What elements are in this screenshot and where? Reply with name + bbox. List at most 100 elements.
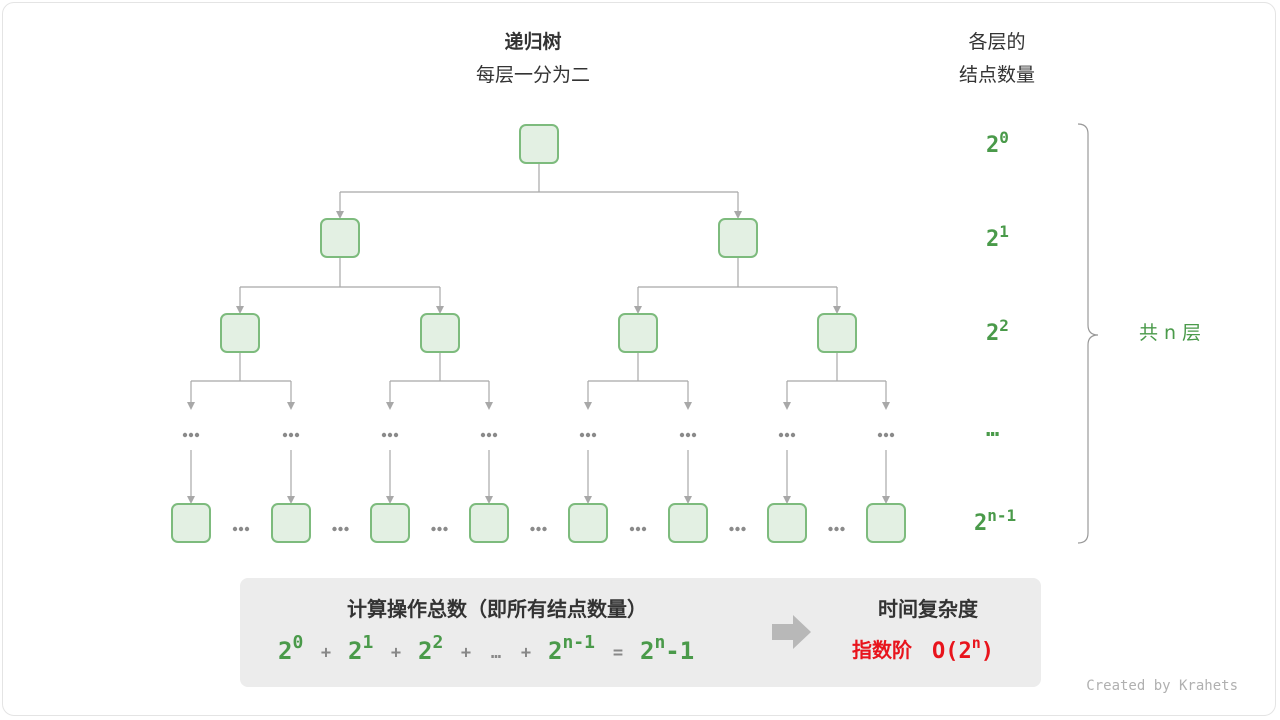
level-count: … [986,417,999,442]
tree-node [171,503,211,543]
tree-node [420,313,460,353]
term-exp: n-1 [562,632,595,653]
term-exp: 0 [292,632,303,653]
tree-node [469,503,509,543]
arrow-right-icon [772,615,811,649]
ellipsis-dot [883,432,889,438]
credit: Created by Krahets [1086,678,1238,694]
summary-panel [240,578,1041,687]
ellipsis-dot [238,526,244,532]
arrowhead-icon [386,402,394,410]
result-heading: 时间复杂度 [878,597,979,621]
big-o-notation: O(2n) [932,634,994,664]
arrowhead-icon [634,306,642,314]
ellipsis-dot [188,432,194,438]
formula-operator: = [613,643,623,663]
arrowhead-icon [287,496,295,504]
tree-node [668,503,708,543]
level-count: 22 [986,316,1009,346]
big-o-suffix: ) [981,639,994,664]
formula-operator: + [321,643,331,663]
arrowhead-icon [684,496,692,504]
ellipsis-dot [344,526,349,532]
big-o-prefix: O(2 [932,639,972,664]
formula-operator: … [491,643,501,663]
arrowhead-icon [187,496,195,504]
right-header-line1: 各层的 [968,31,1025,53]
arrowhead-icon [584,496,592,504]
tree-node [370,503,410,543]
level-count-exp: 2 [999,316,1009,335]
term-exp: n [654,632,665,653]
layer-brace [1077,123,1099,544]
edge-line [638,257,837,288]
ellipsis-dot [282,432,288,438]
arrowhead-icon [734,211,742,219]
ellipsis-dot [530,526,535,532]
ellipsis-dot [579,432,585,438]
ellipsis-dot [431,526,436,532]
ellipsis-dot [784,432,790,438]
ellipsis-dot [244,526,250,532]
arrowhead-icon [783,402,791,410]
level-count: 20 [986,128,1009,158]
term-base: 2 [548,637,562,665]
tree-node [866,503,906,543]
ellipsis-dot [889,432,895,438]
ellipsis-dot [542,526,547,532]
level-count: 21 [986,222,1009,252]
tree-node [568,503,608,543]
edge-line [191,352,291,382]
arrowhead-icon [684,402,692,410]
ellipsis-dot [840,526,845,532]
ellipsis-dot [294,432,300,438]
ellipsis-dot [635,526,641,532]
ellipsis-dot [486,432,492,438]
ellipsis-dot [877,432,883,438]
tree-node [320,218,360,258]
level-count-base: 2 [974,511,987,536]
big-o-exp: n [972,634,981,652]
ellipsis-dot [790,432,796,438]
ellipsis-dot [691,432,697,438]
formula-term: 21 [348,632,373,665]
term-suffix: -1 [665,637,694,665]
formula-operator: + [521,643,531,663]
arrowhead-icon [882,402,890,410]
level-count: 2n-1 [974,506,1016,536]
level-count-exp: n-1 [987,506,1016,525]
tree-node [817,313,857,353]
arrowhead-icon [485,496,493,504]
term-exp: 2 [432,632,443,653]
summary-heading: 计算操作总数（即所有结点数量） [347,597,647,621]
ellipsis-dot [194,432,200,438]
ellipsis-dot [685,432,691,438]
arrowhead-icon [386,496,394,504]
edge-line [340,163,738,193]
term-exp: 1 [362,632,373,653]
level-count-base: … [986,417,999,442]
formula-operator: + [391,643,401,663]
edge-line [787,352,886,382]
arrowhead-icon [485,402,493,410]
level-count-exp: 0 [999,128,1009,147]
tree-node [718,218,758,258]
ellipsis-dot [828,526,833,532]
term-base: 2 [278,637,292,665]
formula-term: 20 [278,632,303,665]
level-count-base: 2 [986,227,999,252]
arrowhead-icon [882,496,890,504]
edge-line [390,352,489,382]
ellipsis-dot [480,432,486,438]
ellipsis-dot [735,526,740,532]
ellipsis-dot [591,432,597,438]
tree-node [618,313,658,353]
ellipsis-dot [381,432,387,438]
arrowhead-icon [236,306,244,314]
result-label: 指数阶 [852,638,913,662]
arrowhead-icon [187,402,195,410]
arrowhead-icon [833,306,841,314]
arrowhead-icon [783,496,791,504]
